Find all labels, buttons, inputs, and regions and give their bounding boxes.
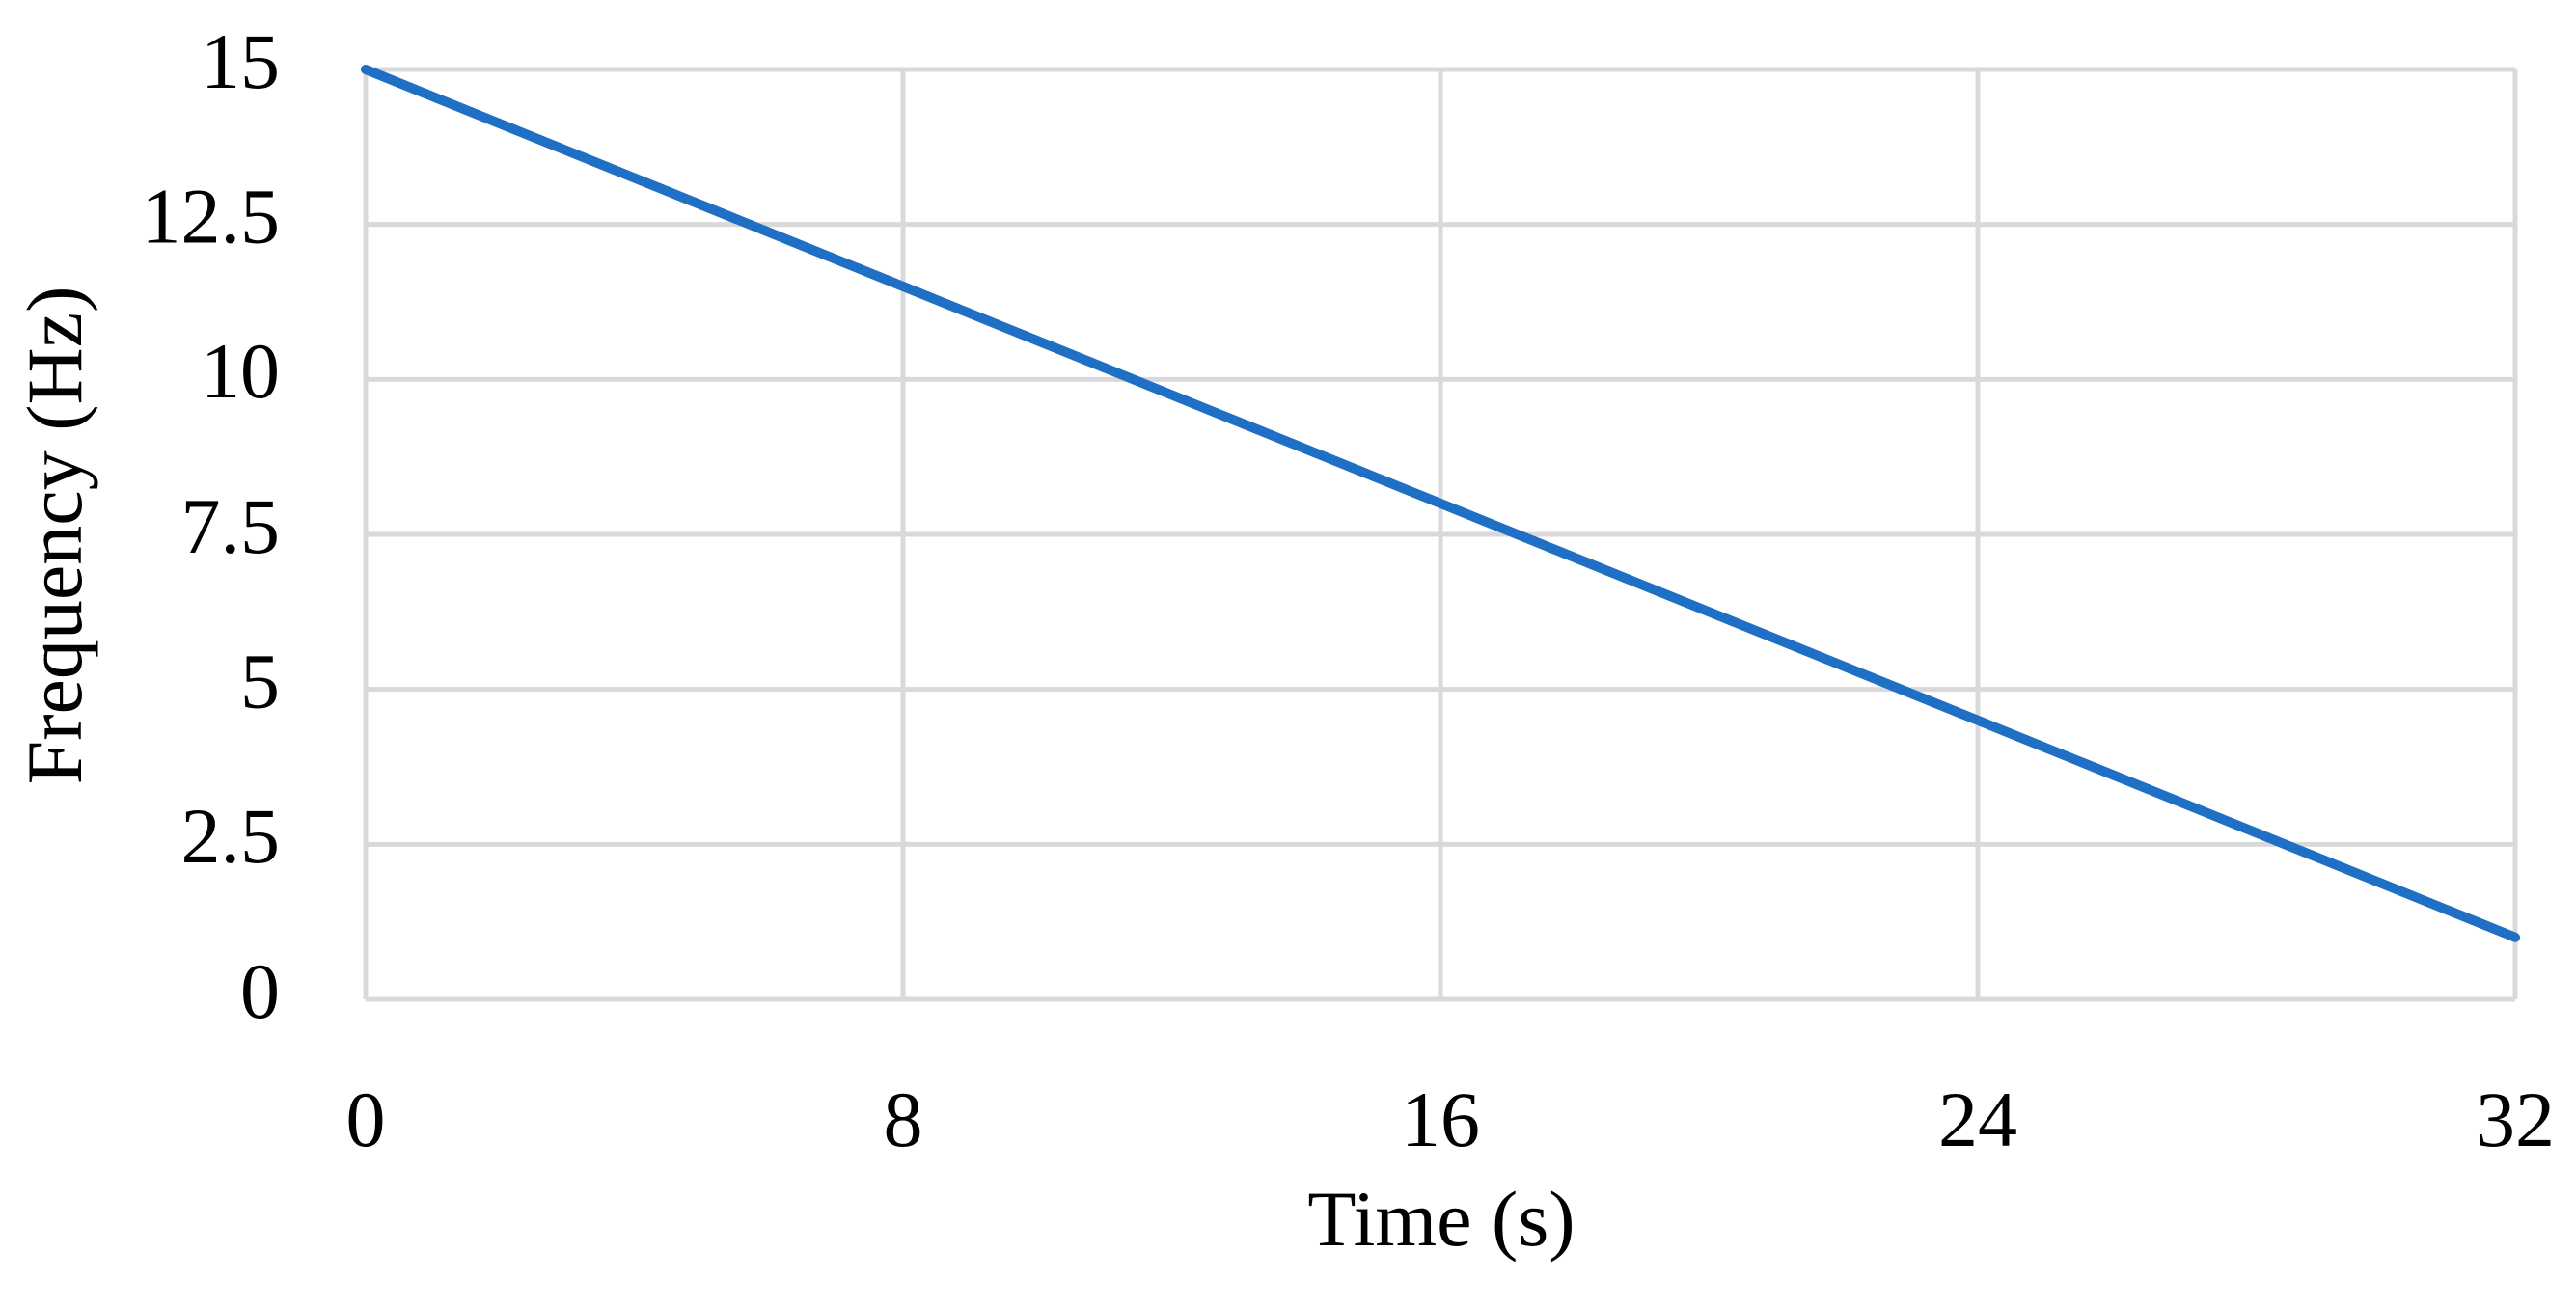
data-line (361, 65, 2520, 942)
y-tick-label: 12.5 (142, 172, 281, 259)
x-tick-label: 32 (2476, 1076, 2555, 1163)
y-tick-label: 7.5 (181, 482, 281, 570)
y-tick-label: 10 (201, 327, 280, 415)
y-tick-label: 15 (201, 17, 280, 105)
x-tick-label: 16 (1401, 1076, 1480, 1163)
x-tick-label: 24 (1938, 1076, 2017, 1163)
y-tick-label: 5 (240, 637, 280, 724)
y-axis-label: Frequency (Hz) (11, 286, 98, 785)
x-axis-label: Time (s) (1307, 1175, 1575, 1263)
x-tick-label: 8 (884, 1076, 923, 1163)
y-tick-label: 2.5 (181, 792, 281, 880)
y-tick-label: 0 (240, 947, 280, 1035)
x-tick-label: 0 (346, 1076, 386, 1163)
